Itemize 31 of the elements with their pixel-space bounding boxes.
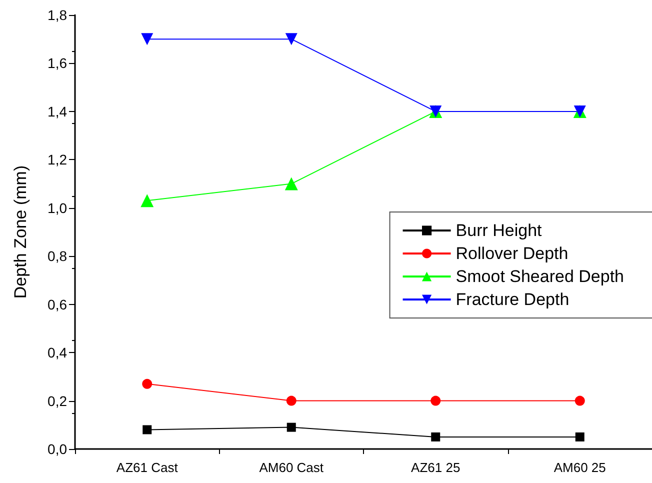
y-tick-label: 1,4 xyxy=(48,103,68,120)
y-tick-label: 1,8 xyxy=(48,7,68,23)
point xyxy=(430,396,441,406)
y-tick-label: 0,4 xyxy=(48,344,68,361)
point xyxy=(431,432,440,442)
y-tick-label: 1,0 xyxy=(48,200,68,216)
legend-label: Smoot Sheared Depth xyxy=(456,267,624,286)
y-tick-label: 0,6 xyxy=(48,296,68,312)
y-tick-label: 0,8 xyxy=(48,248,68,264)
x-tick-label: AM60 25 xyxy=(554,460,606,475)
y-tick-label: 1,6 xyxy=(48,55,68,72)
point xyxy=(140,194,154,208)
y-tick-label: 0,0 xyxy=(48,441,68,457)
legend-label: Burr Height xyxy=(456,221,542,240)
legend-label: Fracture Depth xyxy=(456,290,570,309)
y-tick-label: 0,2 xyxy=(48,392,68,409)
x-tick-label: AZ61 25 xyxy=(411,460,460,475)
point xyxy=(574,396,585,406)
point xyxy=(286,396,296,406)
point xyxy=(142,378,152,389)
point xyxy=(575,432,584,442)
point xyxy=(141,33,154,46)
y-axis-title: Depth Zone (mm) xyxy=(11,165,30,299)
x-tick-label: AM60 Cast xyxy=(259,460,324,475)
point xyxy=(286,422,296,432)
point xyxy=(284,177,298,190)
x-tick-label: AZ61 Cast xyxy=(116,460,178,475)
point xyxy=(142,425,152,434)
y-tick-label: 1,2 xyxy=(48,152,68,168)
point xyxy=(285,33,298,46)
legend-label: Rollover Depth xyxy=(456,244,568,263)
